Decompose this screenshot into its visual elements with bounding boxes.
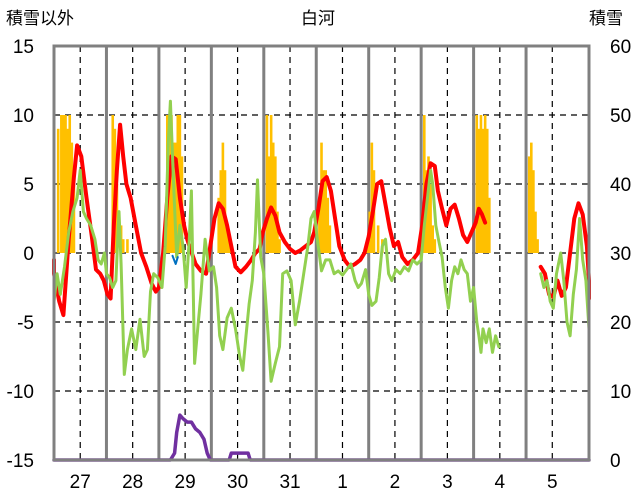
precip-bar bbox=[56, 128, 60, 253]
precip-bar bbox=[326, 197, 330, 253]
x-tick-label: 1 bbox=[337, 472, 348, 493]
precip-bar bbox=[322, 170, 325, 253]
precip-bar bbox=[225, 225, 229, 253]
precip-bar bbox=[376, 225, 380, 253]
precip-bar bbox=[488, 197, 491, 253]
precip-bar bbox=[115, 184, 119, 253]
precip-bar bbox=[433, 239, 437, 253]
left-tick-label: 15 bbox=[13, 37, 34, 58]
temperature-line bbox=[52, 122, 488, 318]
precip-bar bbox=[532, 170, 535, 253]
precip-bar bbox=[429, 184, 432, 253]
precip-bar bbox=[271, 142, 275, 253]
right-tick-label: 50 bbox=[610, 106, 631, 127]
right-axis-title: 積雪 bbox=[589, 9, 623, 29]
precip-bar bbox=[68, 115, 72, 253]
precip-bar bbox=[62, 115, 65, 253]
precip-bar bbox=[267, 156, 271, 253]
precip-bar bbox=[427, 156, 430, 253]
wind-accent-line bbox=[171, 254, 179, 265]
precip-bar bbox=[72, 184, 76, 253]
precip-bar bbox=[479, 115, 483, 253]
precip-bar bbox=[477, 128, 481, 253]
precip-bar bbox=[534, 211, 537, 253]
precip-bar bbox=[423, 115, 426, 253]
x-tick-label: 28 bbox=[122, 472, 143, 493]
x-tick-label: 4 bbox=[495, 472, 506, 493]
precip-bar bbox=[431, 225, 434, 253]
precip-bar bbox=[324, 170, 327, 253]
left-tick-label: 5 bbox=[23, 175, 34, 196]
precip-bar bbox=[475, 115, 479, 253]
precip-bar bbox=[170, 115, 173, 253]
precip-bar bbox=[328, 225, 332, 253]
snow-depth-line bbox=[52, 413, 591, 462]
precip-bar bbox=[274, 156, 277, 253]
precip-bar bbox=[485, 128, 489, 253]
right-tick-label: 0 bbox=[610, 451, 621, 472]
precip-bar bbox=[64, 115, 67, 253]
series-lines bbox=[52, 99, 591, 462]
precip-bar bbox=[483, 115, 487, 253]
x-tick-label: 29 bbox=[175, 472, 196, 493]
right-tick-label: 10 bbox=[610, 382, 631, 403]
right-tick-label: 20 bbox=[610, 313, 631, 334]
precip-bar bbox=[269, 115, 273, 253]
left-tick-label: -10 bbox=[7, 382, 34, 403]
precip-bar bbox=[318, 197, 321, 253]
precip-bar bbox=[278, 239, 281, 253]
precip-bar bbox=[227, 239, 231, 253]
left-axis-title: 積雪以外 bbox=[6, 9, 74, 29]
precip-bar bbox=[530, 142, 533, 253]
precip-bar bbox=[126, 239, 129, 253]
left-tick-label: -5 bbox=[17, 313, 34, 334]
precip-bar bbox=[370, 142, 374, 253]
precip-bar bbox=[265, 115, 269, 253]
plot-frame bbox=[52, 44, 591, 462]
grid-layer bbox=[54, 46, 589, 460]
right-tick-label: 60 bbox=[610, 37, 631, 58]
left-tick-label: 10 bbox=[13, 106, 34, 127]
humidity-line bbox=[539, 165, 591, 386]
x-tick-label: 27 bbox=[70, 472, 91, 493]
precip-bar bbox=[60, 115, 63, 253]
x-tick-label: 3 bbox=[442, 472, 453, 493]
precip-bar bbox=[481, 128, 485, 253]
precip-bar bbox=[221, 142, 225, 253]
precip-bar bbox=[121, 239, 125, 253]
x-tick-label: 2 bbox=[390, 472, 401, 493]
precip-bar bbox=[536, 239, 539, 253]
x-tick-label: 5 bbox=[547, 472, 558, 493]
precip-bar bbox=[219, 170, 223, 253]
chart-title: 白河 bbox=[301, 9, 335, 29]
right-tick-label: 30 bbox=[610, 244, 631, 265]
precip-bar bbox=[527, 156, 531, 253]
precip-bar bbox=[111, 115, 115, 253]
x-tick-label: 30 bbox=[227, 472, 248, 493]
left-tick-label: 0 bbox=[23, 244, 34, 265]
left-tick-label: -15 bbox=[7, 451, 34, 472]
right-tick-label: 40 bbox=[610, 175, 631, 196]
precip-bar bbox=[66, 128, 69, 253]
precip-bar bbox=[217, 197, 220, 253]
x-tick-label: 31 bbox=[279, 472, 300, 493]
humidity-line bbox=[52, 99, 501, 383]
